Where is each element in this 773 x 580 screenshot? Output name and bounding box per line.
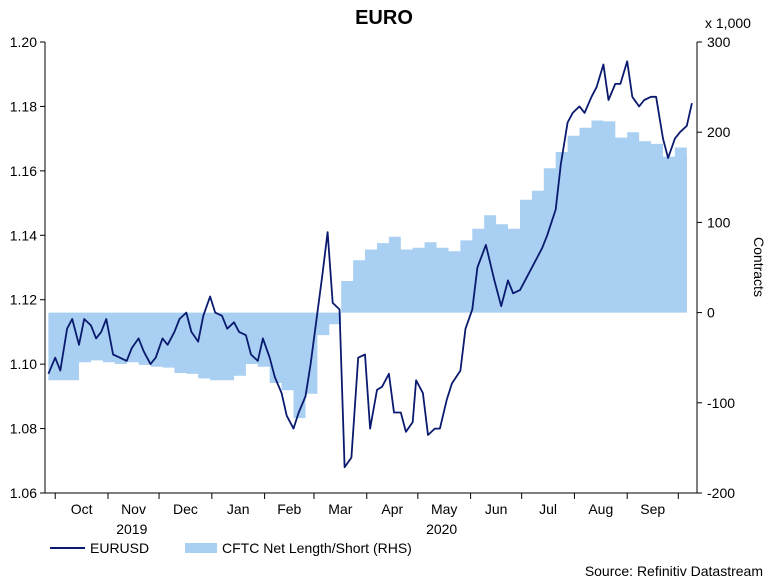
x-month-label: Apr [381,501,403,517]
left-tick-label: 1.12 [10,292,37,308]
right-axis-label: Contracts [751,237,767,297]
x-month-label: Jan [227,501,250,517]
eurusd-line-layer [47,60,693,469]
left-tick-label: 1.06 [10,485,37,501]
legend-eurusd-label: EURUSD [90,540,149,556]
left-tick-label: 1.18 [10,98,37,114]
legend-cftc-label: CFTC Net Length/Short (RHS) [222,540,412,556]
source-note: Source: Refinitiv Datastream [585,563,763,579]
x-year-label: 2020 [426,521,457,537]
x-month-label: Feb [277,501,301,517]
right-tick-label: 300 [707,34,731,50]
left-tick-label: 1.14 [10,227,37,243]
x-year-label: 2019 [116,521,147,537]
x-month-label: Jun [485,501,508,517]
right-tick-label: -100 [707,395,735,411]
cftc-area-layer [48,120,687,419]
chart-title: EURO [355,7,413,29]
x-month-label: May [431,501,457,517]
right-tick-label: 100 [707,214,731,230]
right-tick-label: 0 [707,305,715,321]
left-tick-label: 1.20 [10,34,37,50]
eurusd-line [47,60,693,469]
right-tick-label: 200 [707,124,731,140]
legend: EURUSD CFTC Net Length/Short (RHS) [50,540,412,556]
x-month-label: Nov [121,501,146,517]
x-month-label: Aug [588,501,613,517]
left-tick-label: 1.10 [10,356,37,372]
x-month-label: Oct [71,501,93,517]
tick-labels: 1.20 1.18 1.16 1.14 1.12 1.10 1.08 1.06 300 200 10… [10,34,735,537]
left-tick-label: 1.08 [10,421,37,437]
legend-cftc-swatch [185,543,217,553]
right-tick-label: -200 [707,485,735,501]
x-month-label: Dec [173,501,198,517]
left-tick-label: 1.16 [10,163,37,179]
axes [40,41,702,499]
right-axis-multiplier: x 1,000 [705,15,751,31]
x-month-label: Mar [328,501,352,517]
x-month-label: Sep [640,501,665,517]
cftc-net-area [48,120,687,419]
x-month-label: Jul [539,501,557,517]
